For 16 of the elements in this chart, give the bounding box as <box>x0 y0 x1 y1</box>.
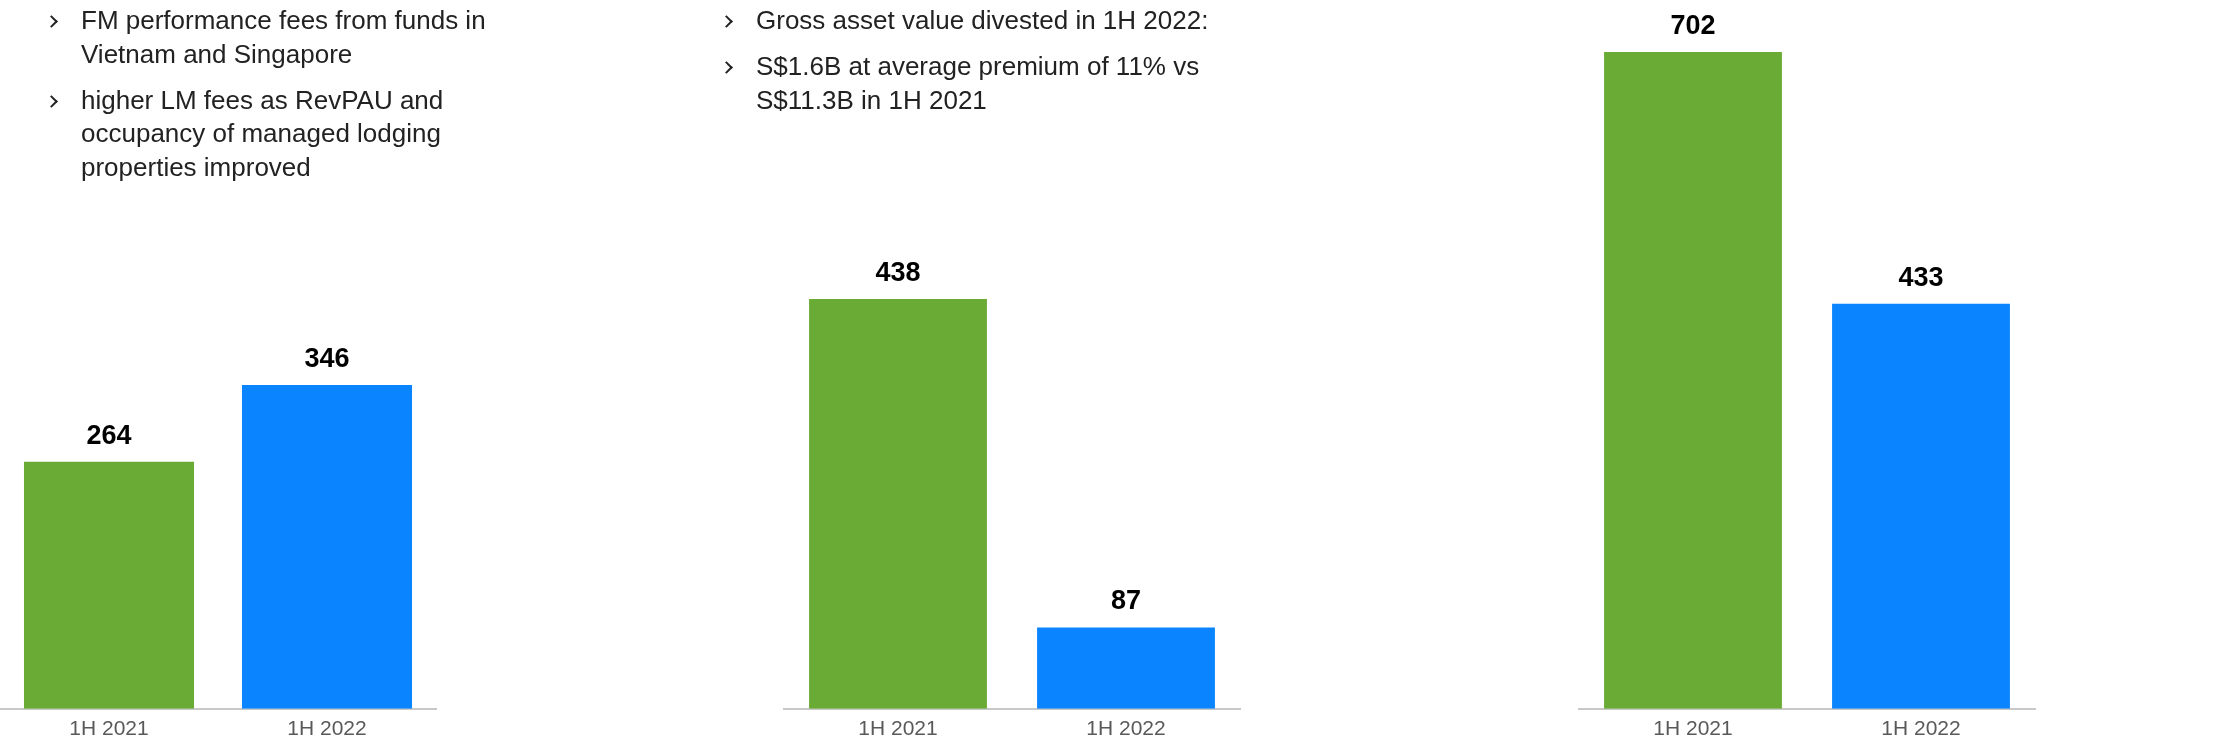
text: higher LM fees as RevPAU and occupancy of managed lodging properties improved <box>81 84 444 183</box>
data-label: 702 <box>1670 9 1716 40</box>
text: FM performance fees from funds in Vietnam and Singapore <box>81 5 486 69</box>
text: Gross asset value divested in 1H 2022: <box>756 5 1209 35</box>
data-label: 87 <box>1110 585 1142 616</box>
data-label: 264 <box>86 419 132 450</box>
data-label: 433 <box>1898 261 1944 292</box>
data-label: 346 <box>304 343 350 374</box>
data-label: 438 <box>875 256 921 287</box>
x-tick-label: 1H 2021 <box>858 716 938 740</box>
text: S$1.6B at average premium of 11% vs S$11.3B in 1H 2021 <box>756 50 1200 115</box>
x-tick-label: 1H 2021 <box>1653 716 1733 740</box>
x-tick-label: 1H 2021 <box>69 716 149 740</box>
x-tick-label: 1H 2022 <box>287 716 367 740</box>
x-tick-label: 1H 2022 <box>1881 716 1961 740</box>
x-tick-label: 1H 2022 <box>1086 716 1166 740</box>
